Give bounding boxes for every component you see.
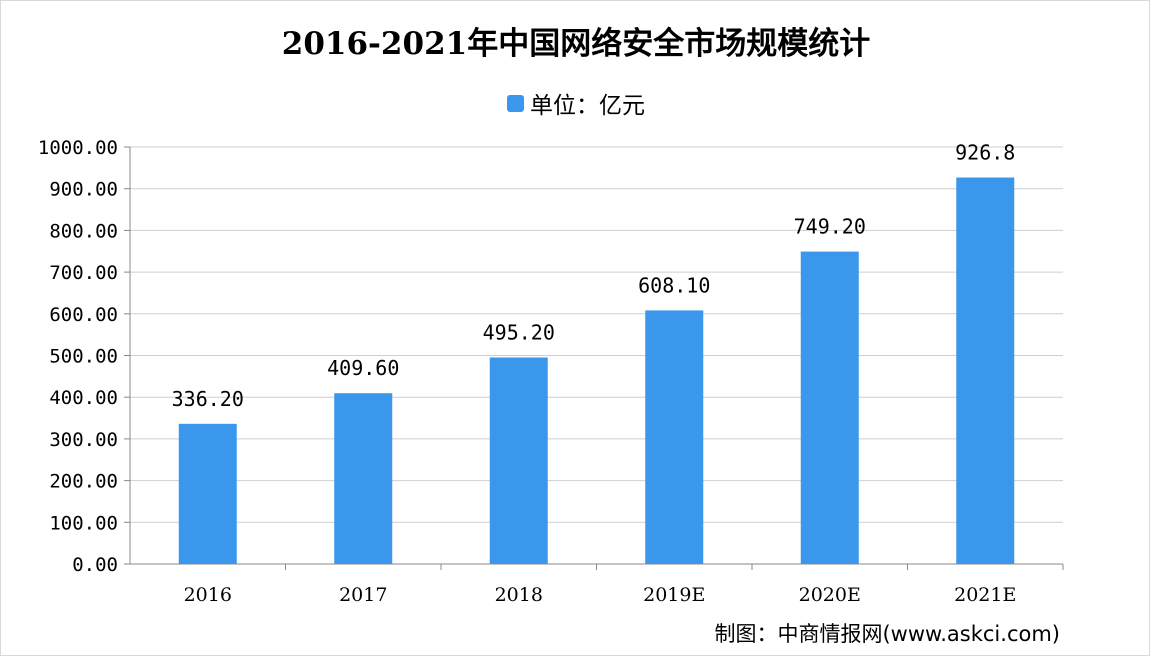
data-label-2018: 495.20 bbox=[483, 321, 555, 345]
y-tick-label: 500.00 bbox=[49, 346, 118, 368]
data-label-2019E: 608.10 bbox=[638, 273, 710, 297]
x-tick-label-2017: 2017 bbox=[339, 584, 387, 606]
y-tick-label: 100.00 bbox=[49, 512, 118, 534]
x-tick-label-2021E: 2021E bbox=[954, 584, 1016, 606]
legend-label: 单位：亿元 bbox=[530, 93, 645, 119]
bar-2021E bbox=[956, 177, 1015, 564]
y-tick-label: 300.00 bbox=[49, 429, 118, 451]
bar-2020E bbox=[800, 251, 859, 564]
bar-2017 bbox=[334, 393, 393, 564]
bar-2016 bbox=[178, 423, 237, 564]
y-tick-label: 900.00 bbox=[49, 179, 118, 201]
data-label-2020E: 749.20 bbox=[794, 215, 866, 239]
y-tick-label: 0.00 bbox=[72, 554, 118, 576]
x-tick-label-2020E: 2020E bbox=[799, 584, 861, 606]
source-credit: 制图：中商情报网(www.askci.com) bbox=[714, 622, 1060, 646]
legend: 单位：亿元 bbox=[0, 86, 1152, 120]
y-tick-label: 400.00 bbox=[49, 387, 118, 409]
data-label-2016: 336.20 bbox=[172, 387, 244, 411]
chart-title: 2016-2021年中国网络安全市场规模统计 bbox=[281, 26, 871, 62]
x-tick-label-2019E: 2019E bbox=[643, 584, 705, 606]
y-tick-label: 200.00 bbox=[49, 471, 118, 493]
y-tick-label: 600.00 bbox=[49, 304, 118, 326]
legend-swatch bbox=[507, 94, 524, 112]
y-tick-label: 800.00 bbox=[49, 220, 118, 242]
data-label-2021E: 926.8 bbox=[955, 141, 1015, 165]
bar-2018 bbox=[489, 357, 548, 564]
x-tick-label-2016: 2016 bbox=[184, 584, 232, 606]
y-tick-label: 1000.00 bbox=[38, 137, 118, 159]
x-tick-label-2018: 2018 bbox=[495, 584, 543, 606]
y-tick-label: 700.00 bbox=[49, 262, 118, 284]
bar-2019E bbox=[645, 310, 704, 564]
data-label-2017: 409.60 bbox=[327, 356, 399, 380]
